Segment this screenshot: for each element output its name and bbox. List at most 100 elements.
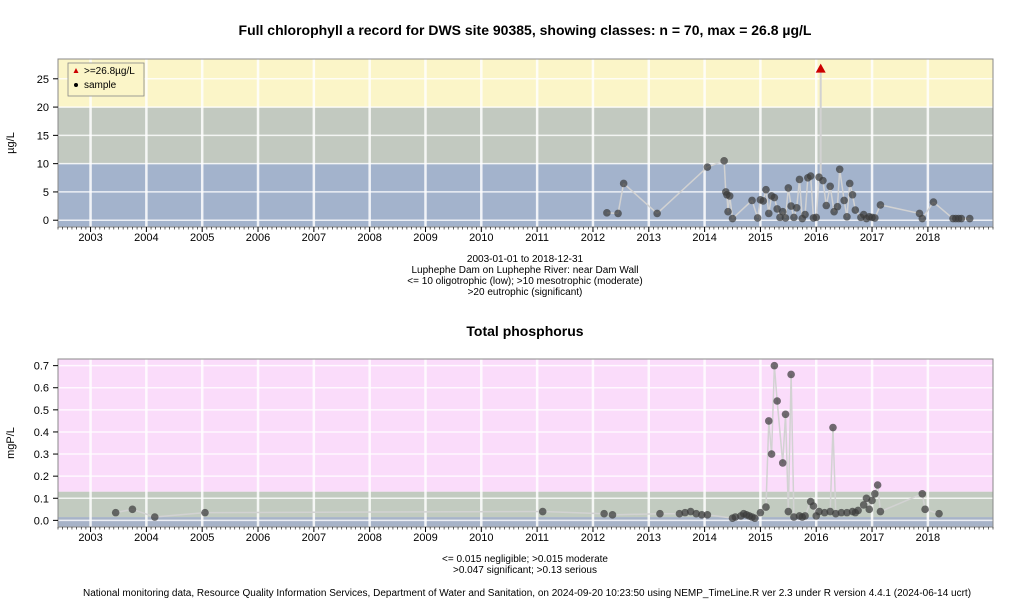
- chlorophyll-points: [603, 63, 974, 223]
- series-segment: [656, 166, 708, 214]
- sample-point: [724, 207, 732, 216]
- series-segment: [617, 183, 625, 214]
- x-tick-label: 2018: [916, 232, 940, 244]
- sample-point: [764, 209, 773, 218]
- sample-point: [871, 214, 879, 222]
- sample-point: [865, 505, 874, 514]
- x-tick-label: 2005: [190, 232, 214, 244]
- sample-point: [781, 410, 790, 419]
- x-tick-label: 2017: [860, 532, 884, 544]
- sample-point: [801, 210, 809, 219]
- phosphorus-gridlines: [58, 359, 993, 527]
- sample-point: [876, 201, 885, 209]
- sample-point: [703, 511, 712, 519]
- chlorophyll-title: Full chlorophyll a record for DWS site 9…: [239, 22, 812, 38]
- footer-credits: National monitoring data, Resource Quali…: [83, 588, 971, 599]
- sample-point: [876, 507, 885, 516]
- sample-point: [728, 214, 737, 223]
- chlorophyll-chart: Full chlorophyll a record for DWS site 9…: [5, 22, 994, 298]
- phosphorus-plot-frame: [57, 358, 994, 528]
- sample-point: [806, 172, 815, 180]
- series-segment: [798, 179, 804, 219]
- series-segment: [204, 510, 543, 514]
- sample-point: [720, 157, 728, 165]
- sample-point: [787, 370, 795, 379]
- x-tick-label: 2011: [525, 532, 549, 544]
- sample-point: [725, 192, 734, 200]
- series-segment: [822, 180, 828, 206]
- phosphorus-note-2: >0.047 significant; >0.13 serious: [453, 565, 597, 576]
- series-segment: [623, 182, 658, 214]
- sample-point: [829, 423, 837, 432]
- y-tick-label: 0.6: [34, 383, 49, 395]
- x-tick-label: 2010: [469, 232, 493, 244]
- sample-point: [603, 209, 611, 217]
- sample-point: [929, 198, 938, 206]
- series-segment: [846, 183, 851, 217]
- y-tick-label: 25: [37, 74, 49, 86]
- series-segment: [765, 189, 770, 214]
- sample-point: [201, 508, 209, 517]
- x-tick-label: 2003: [78, 232, 102, 244]
- series-segment: [776, 400, 784, 463]
- sample-point: [764, 417, 773, 425]
- sample-point: [619, 179, 628, 188]
- phosphorus-points: [111, 361, 943, 522]
- sample-point: [790, 213, 798, 222]
- sample-point: [770, 361, 779, 370]
- y-tick-label: 0.0: [34, 515, 49, 527]
- sample-point: [918, 490, 927, 498]
- phosphorus-y-axis: 0.0 0.1 0.2 0.3 0.4 0.5 0.6 0.7: [34, 361, 58, 527]
- x-tick-label: 2014: [692, 232, 716, 244]
- sample-point: [538, 507, 547, 516]
- max-marker: [815, 63, 826, 73]
- chlorophyll-plot-frame: [57, 58, 994, 228]
- x-tick-label: 2008: [357, 532, 381, 544]
- sample-point: [822, 201, 831, 210]
- series-segment: [815, 177, 820, 218]
- y-tick-label: 5: [43, 187, 49, 199]
- sample-point: [608, 511, 617, 519]
- x-tick-label: 2011: [525, 232, 549, 244]
- x-tick-label: 2016: [804, 532, 828, 544]
- y-tick-label: 10: [37, 159, 49, 171]
- x-tick-label: 2014: [692, 532, 716, 544]
- chlorophyll-y-axis: 0 5 10 15 20 25: [37, 74, 58, 227]
- sample-point: [833, 202, 842, 211]
- y-tick-label: 0.5: [34, 405, 49, 417]
- sample-point: [781, 214, 790, 222]
- sample-point: [837, 508, 846, 517]
- x-tick-label: 2009: [413, 232, 437, 244]
- sample-point: [871, 490, 879, 498]
- legend-sample-label: sample: [84, 80, 117, 91]
- series-segment: [804, 177, 809, 215]
- y-tick-label: 0.3: [34, 449, 49, 461]
- sample-point: [795, 175, 804, 184]
- class-band: [58, 517, 993, 527]
- sample-point: [812, 213, 821, 222]
- sample-point: [770, 193, 779, 202]
- series-segment: [731, 199, 753, 220]
- x-tick-label: 2012: [581, 232, 605, 244]
- y-tick-label: 20: [37, 102, 49, 114]
- sample-point: [614, 209, 622, 218]
- y-tick-label: 0.4: [34, 427, 49, 439]
- phosphorus-x-axis: 2003 2004 2005 2006 2007 2008 2009 2010 2011 2012…: [57, 527, 994, 544]
- sample-point: [762, 503, 770, 511]
- series-segment: [612, 512, 660, 516]
- series-segment: [829, 186, 835, 212]
- series-segment: [836, 169, 841, 207]
- sample-point: [767, 450, 776, 458]
- sample-point: [957, 214, 966, 223]
- sample-point: [826, 182, 834, 191]
- sample-point: [854, 506, 862, 515]
- class-band: [58, 59, 993, 108]
- phosphorus-note-1: <= 0.015 negligible; >0.015 moderate: [442, 554, 608, 565]
- legend-max-label: >=26.8µg/L: [84, 66, 135, 77]
- series-segment: [154, 511, 206, 518]
- y-tick-label: 0.1: [34, 493, 49, 505]
- chlorophyll-note-1: 2003-01-01 to 2018-12-31: [467, 254, 584, 265]
- sample-point: [935, 509, 943, 518]
- x-tick-label: 2009: [413, 532, 437, 544]
